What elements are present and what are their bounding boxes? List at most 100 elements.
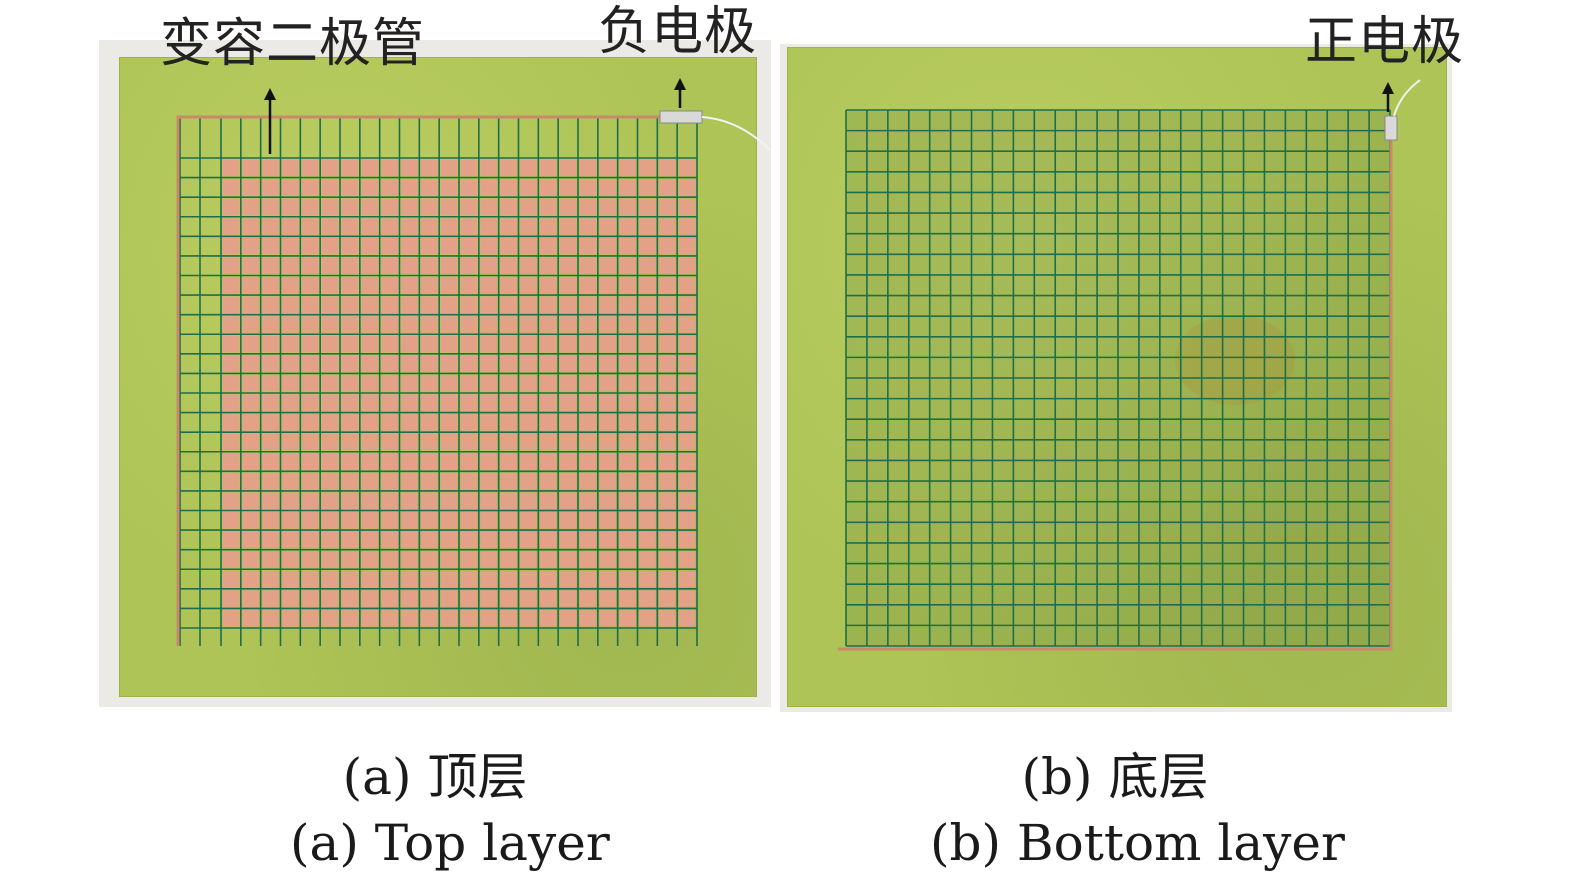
copper-patch [420,453,438,470]
copper-patch [361,609,379,627]
copper-patch [341,277,359,294]
copper-patch [619,316,636,333]
copper-patch [420,159,438,177]
copper-patch [222,590,240,607]
copper-patch [262,609,279,627]
copper-patch [301,316,319,333]
copper-patch [341,492,359,509]
copper-patch [579,414,597,431]
copper-patch [262,492,279,509]
copper-patch [440,335,458,353]
copper-patch [500,394,517,412]
copper-patch [242,277,260,294]
copper-patch [539,237,557,255]
copper-patch [579,257,597,274]
copper-patch [619,453,636,470]
copper-patch [579,394,597,412]
copper-patch [480,198,498,216]
copper-patch [242,159,260,177]
copper-patch [520,512,537,529]
copper-patch [301,551,319,568]
copper-patch [480,316,498,333]
copper-patch [361,218,379,235]
copper-patch [301,570,319,588]
copper-patch [440,609,458,627]
copper-patch [282,159,299,177]
copper-patch [361,472,379,490]
copper-patch [658,551,676,568]
negative-electrode-label: 负电极 [598,2,758,62]
copper-patch [559,590,577,607]
copper-patch [420,570,438,588]
copper-patch [639,198,656,216]
copper-patch [262,472,279,490]
copper-patch [242,590,260,607]
copper-patch [242,414,260,431]
copper-patch [559,218,577,235]
copper-patch [401,590,418,607]
copper-patch [599,472,617,490]
negative-electrode-wire [701,116,771,151]
copper-patch [381,198,398,216]
copper-patch [401,335,418,353]
copper-patch [460,316,478,333]
copper-patch [480,296,498,314]
copper-patch [381,453,398,470]
copper-patch [579,609,597,627]
copper-patch [658,492,676,509]
copper-patch [301,257,319,274]
copper-patch [579,531,597,549]
copper-patch [222,179,240,196]
copper-patch [301,218,319,235]
copper-patch [420,590,438,607]
copper-patch [599,531,617,549]
copper-patch [599,590,617,607]
copper-patch [361,296,379,314]
copper-patch [262,257,279,274]
bottom-layer-bias-grid [845,109,1391,647]
copper-patch [222,355,240,372]
copper-patch [579,237,597,255]
copper-patch [401,492,418,509]
copper-patch [361,492,379,509]
copper-patch [301,453,319,470]
copper-patch [559,335,577,353]
copper-patch [321,492,339,509]
copper-patch [321,335,339,353]
copper-patch [222,414,240,431]
copper-patch [599,433,617,451]
copper-patch [381,179,398,196]
copper-patch [381,414,398,431]
copper-patch [520,237,537,255]
copper-patch [282,472,299,490]
copper-patch [401,394,418,412]
copper-patch [579,492,597,509]
copper-patch [480,394,498,412]
copper-patch [282,198,299,216]
copper-patch [639,472,656,490]
copper-patch [678,218,696,235]
copper-patch [420,237,438,255]
copper-patch [341,335,359,353]
copper-patch [282,512,299,529]
copper-patch [222,570,240,588]
copper-patch [480,551,498,568]
copper-patch [381,374,398,392]
copper-patch [361,159,379,177]
copper-patch [420,512,438,529]
copper-patch [282,453,299,470]
copper-patch [658,237,676,255]
copper-patch [301,355,319,372]
copper-patch [222,277,240,294]
copper-patch [500,512,517,529]
copper-patch [619,277,636,294]
copper-patch [619,551,636,568]
copper-patch [361,570,379,588]
copper-patch [301,590,319,607]
copper-patch [381,551,398,568]
copper-patch [301,277,319,294]
copper-patch [460,179,478,196]
copper-patch [242,296,260,314]
copper-patch [658,453,676,470]
